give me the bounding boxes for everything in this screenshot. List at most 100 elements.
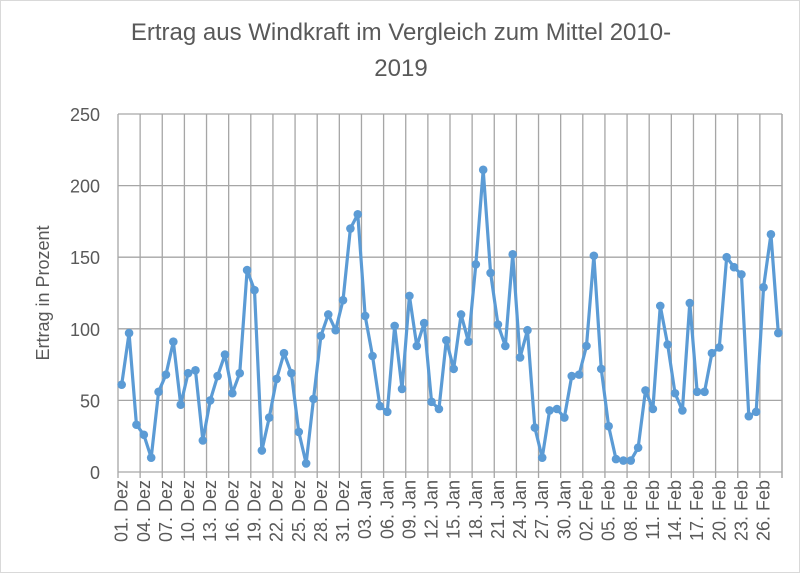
data-point — [560, 413, 569, 422]
data-point — [552, 404, 562, 414]
data-point — [729, 262, 739, 272]
data-point — [279, 348, 289, 358]
data-point — [456, 310, 466, 319]
data-point — [545, 406, 554, 415]
data-point — [611, 454, 621, 464]
data-point — [700, 387, 709, 397]
data-point — [154, 387, 163, 397]
data-point — [405, 291, 414, 301]
data-point — [191, 366, 200, 375]
data-point — [375, 401, 385, 411]
data-point — [626, 456, 636, 465]
x-tick-label: 31. Dez — [333, 480, 353, 542]
data-point — [331, 325, 340, 335]
data-point — [589, 251, 599, 261]
x-tick-label: 30. Jan — [554, 480, 574, 539]
data-point — [419, 318, 429, 328]
data-point — [353, 209, 363, 219]
chart-title-line-1: Ertrag aus Windkraft im Vergleich zum Mi… — [130, 19, 672, 46]
data-point — [567, 371, 577, 381]
data-point — [242, 265, 252, 275]
data-point — [471, 260, 481, 269]
data-point — [301, 459, 311, 468]
data-point — [722, 252, 731, 262]
x-tick-label: 21. Jan — [488, 480, 508, 539]
data-point — [323, 310, 333, 319]
data-point — [707, 348, 717, 358]
data-point — [493, 320, 503, 329]
data-point — [766, 229, 776, 239]
x-tick-label: 20. Feb — [709, 480, 729, 541]
data-point — [228, 388, 237, 398]
data-point — [478, 165, 488, 175]
data-point — [309, 394, 318, 404]
data-point — [176, 400, 186, 409]
x-tick-label: 03. Jan — [355, 480, 375, 539]
data-point — [670, 388, 680, 398]
x-tick-label: 01. Dez — [112, 480, 132, 542]
data-point — [663, 340, 672, 349]
y-tick-labels: 0 50 100 150 200 250 — [70, 105, 100, 483]
data-point — [442, 335, 451, 345]
y-tick-label: 50 — [80, 391, 100, 411]
data-point — [272, 374, 281, 384]
data-point — [132, 420, 141, 430]
data-point — [744, 411, 754, 421]
data-point — [530, 423, 540, 432]
data-point — [257, 446, 267, 455]
y-tick-label: 250 — [70, 105, 100, 125]
x-tick-label: 27. Jan — [532, 480, 552, 539]
data-point — [124, 328, 134, 338]
x-tick-label: 08. Feb — [621, 480, 641, 541]
data-point — [294, 427, 304, 437]
x-tick-label: 11. Feb — [643, 480, 663, 540]
data-point — [346, 224, 355, 233]
data-point — [117, 380, 126, 389]
data-point — [633, 443, 643, 452]
x-tick-label: 15. Jan — [444, 480, 464, 539]
data-point — [338, 295, 348, 305]
data-point — [412, 341, 422, 351]
data-point — [250, 285, 259, 295]
x-tick-label: 24. Jan — [510, 480, 530, 539]
data-point — [508, 250, 518, 259]
data-point — [220, 350, 230, 359]
x-tick-label: 18. Jan — [466, 480, 486, 539]
x-tick-label: 23. Feb — [731, 480, 751, 541]
data-point — [515, 353, 525, 362]
data-point — [360, 311, 370, 321]
data-point — [619, 456, 628, 465]
data-point — [501, 341, 510, 351]
x-tick-label: 09. Jan — [399, 480, 419, 539]
x-tick-label: 26. Feb — [754, 480, 774, 541]
data-point — [213, 371, 222, 381]
y-tick-label: 150 — [70, 248, 100, 268]
data-point — [759, 282, 768, 292]
x-tick-label: 25. Dez — [289, 480, 309, 542]
data-point — [146, 453, 156, 462]
x-tick-label: 04. Dez — [134, 480, 154, 542]
x-tick-label: 12. Jan — [422, 480, 442, 539]
data-point — [648, 404, 658, 414]
y-tick-label: 200 — [70, 177, 100, 197]
x-tick-labels: 01. Dez 04. Dez 07. Dez 10. Dez 13. Dez 16. D… — [112, 480, 774, 542]
data-point — [169, 337, 178, 346]
data-point — [205, 396, 215, 405]
x-tick-label: 22. Dez — [267, 480, 287, 542]
data-point — [264, 413, 274, 422]
chart-title-line-2: 2019 — [374, 55, 428, 82]
data-point — [604, 421, 613, 431]
data-point — [198, 436, 208, 445]
x-tick-label: 19. Dez — [244, 480, 264, 542]
data-point — [537, 453, 547, 462]
data-point — [183, 368, 193, 378]
data-point — [714, 343, 724, 352]
y-tick-label: 0 — [90, 463, 100, 483]
data-point — [397, 384, 407, 394]
data-point — [582, 341, 591, 351]
x-tick-label: 06. Jan — [377, 480, 397, 539]
data-point — [382, 407, 392, 417]
data-point — [486, 268, 495, 278]
